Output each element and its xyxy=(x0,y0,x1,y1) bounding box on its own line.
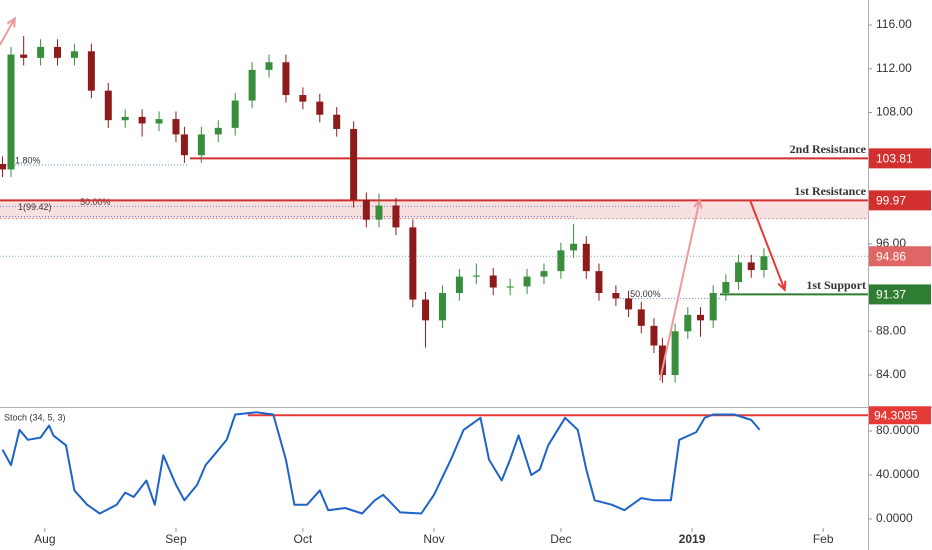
candle-body xyxy=(540,271,548,277)
arrow-line xyxy=(658,199,701,381)
candle-body xyxy=(214,127,222,135)
candle-body xyxy=(747,262,755,271)
candle-body xyxy=(523,276,531,287)
y-tick-label: 116.00 xyxy=(876,17,912,31)
y-tick-label: 80.0000 xyxy=(876,423,920,437)
candle-body xyxy=(684,314,692,332)
candle-body xyxy=(709,293,717,321)
y-tick-label: 0.0000 xyxy=(876,511,913,525)
price-box-label: 91.37 xyxy=(876,288,906,302)
y-tick-label: 84.00 xyxy=(876,367,906,381)
x-tick-label: Feb xyxy=(813,532,834,546)
y-tick-label: 108.00 xyxy=(876,105,913,119)
y-tick-label: 112.00 xyxy=(876,61,912,75)
last-price-box xyxy=(869,246,931,267)
candle-body xyxy=(172,119,180,135)
candle-body xyxy=(582,243,590,272)
candle-body xyxy=(392,205,400,228)
candle-body xyxy=(180,134,188,156)
candle-body xyxy=(375,205,383,220)
indicator-title: Stoch (34, 5, 3) xyxy=(4,412,66,422)
candle-body xyxy=(248,69,256,101)
candle-body xyxy=(7,54,15,170)
candle-body xyxy=(231,100,239,128)
candle-body xyxy=(155,119,163,124)
candle-body xyxy=(87,51,95,91)
candle-body xyxy=(760,256,768,271)
candle-body xyxy=(506,286,514,288)
candle-body xyxy=(595,271,603,294)
y-tick-label: 88.00 xyxy=(876,323,906,337)
candle-body xyxy=(625,298,633,310)
candle-body xyxy=(121,116,129,121)
fib-level-label: 1(99.42) xyxy=(18,202,52,212)
candle-body xyxy=(696,314,704,321)
candle-body xyxy=(722,282,730,294)
candle-body xyxy=(570,243,578,251)
candle-body xyxy=(735,262,743,283)
candle-body xyxy=(0,163,7,170)
arrow-head xyxy=(6,16,16,28)
x-tick-label: Dec xyxy=(550,532,571,546)
level-box xyxy=(869,406,931,425)
price-box-label: 99.97 xyxy=(876,194,906,208)
arrow-head xyxy=(693,197,703,210)
candle-body xyxy=(54,46,62,58)
candle-body xyxy=(637,309,645,326)
price-box xyxy=(869,190,931,211)
fib-label: 50.00% xyxy=(630,289,661,299)
candle-body xyxy=(557,250,565,272)
level-box-label: 94.3085 xyxy=(874,408,918,422)
candle-body xyxy=(671,331,679,376)
candle-body xyxy=(138,116,146,124)
candle-body xyxy=(350,128,358,201)
candle-body xyxy=(650,325,658,346)
candle-body xyxy=(20,54,28,58)
candle-body xyxy=(265,62,273,70)
last-price-label: 94.86 xyxy=(876,249,906,263)
candle-body xyxy=(438,293,446,321)
arrow-head xyxy=(777,280,787,292)
resistance-zone xyxy=(0,200,868,219)
price-box-label: 103.81 xyxy=(876,152,913,166)
x-tick-label: Aug xyxy=(34,532,55,546)
candle-body xyxy=(489,275,497,288)
fib-label: 61.80% xyxy=(10,155,41,165)
candle-body xyxy=(299,95,307,102)
candle-body xyxy=(409,227,417,300)
fib-label: 50.00% xyxy=(80,197,111,207)
arrow-line xyxy=(0,17,16,46)
candle-body xyxy=(612,293,620,299)
candle-body xyxy=(197,134,205,156)
price-box xyxy=(869,148,931,169)
candle-body xyxy=(316,101,324,115)
x-tick-label: 2019 xyxy=(679,532,706,546)
candle-body xyxy=(37,46,45,58)
level-name: 1st Support xyxy=(806,278,866,292)
level-name: 2nd Resistance xyxy=(790,142,867,156)
price-box xyxy=(869,284,931,305)
x-tick-label: Oct xyxy=(294,532,313,546)
candle-body xyxy=(282,62,290,96)
candle-body xyxy=(422,299,430,321)
x-tick-label: Sep xyxy=(165,532,187,546)
candle-body xyxy=(472,275,480,277)
candle-body xyxy=(70,51,78,58)
candle-body xyxy=(455,276,463,294)
candle-body xyxy=(333,114,341,129)
stoch-line xyxy=(1,411,761,515)
candle-body xyxy=(104,90,112,121)
candle-body xyxy=(362,200,370,220)
y-tick-label: 40.0000 xyxy=(876,467,920,481)
level-name: 1st Resistance xyxy=(794,184,866,198)
candle-body xyxy=(658,345,666,376)
arrow-line xyxy=(749,199,786,291)
x-tick-label: Nov xyxy=(423,532,444,546)
